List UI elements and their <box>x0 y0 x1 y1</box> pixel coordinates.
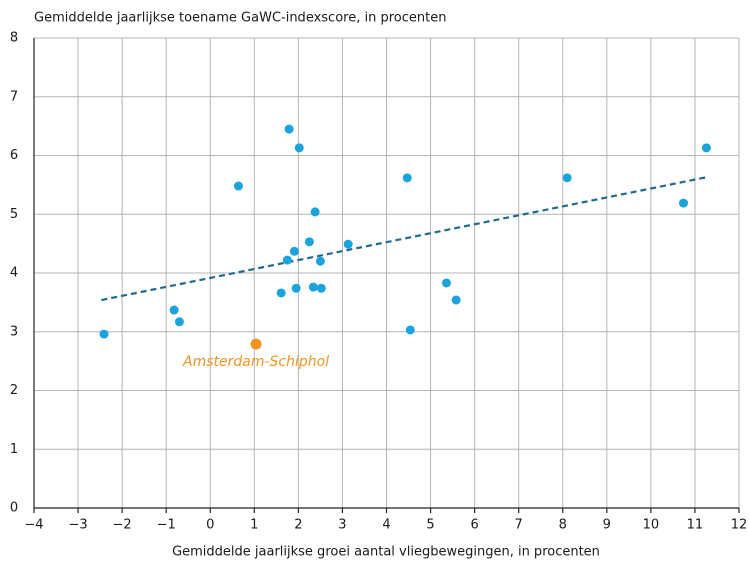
scatter-point <box>405 325 415 335</box>
x-tick-label: 3 <box>338 518 346 533</box>
x-tick-label: 7 <box>515 518 523 533</box>
chart-title: Gemiddelde jaarlijkse toename GaWC-index… <box>34 11 446 26</box>
x-tick-label: −3 <box>68 518 87 533</box>
y-tick-label: 3 <box>10 324 18 339</box>
x-tick-label: 0 <box>206 518 214 533</box>
x-tick-label: 2 <box>294 518 302 533</box>
scatter-point <box>99 329 109 339</box>
y-tick-label: 4 <box>10 266 18 281</box>
x-tick-label: −2 <box>113 518 132 533</box>
x-tick-label: −4 <box>24 518 43 533</box>
scatter-point <box>169 305 179 315</box>
trend-line <box>101 176 707 302</box>
scatter-point <box>310 207 320 217</box>
scatter-point <box>276 288 286 298</box>
y-tick-label: 8 <box>10 31 18 46</box>
x-tick-label: 1 <box>250 518 258 533</box>
y-tick-label: 1 <box>10 442 18 457</box>
point-label: Amsterdam-Schiphol <box>182 354 329 370</box>
x-tick-label: −1 <box>157 518 176 533</box>
x-tick-label: 4 <box>382 518 390 533</box>
x-tick-label: 11 <box>687 518 704 533</box>
scatter-point <box>284 124 294 134</box>
y-tick-label: 0 <box>10 501 18 516</box>
x-axis-label: Gemiddelde jaarlijkse groei aantal vlieg… <box>172 545 600 560</box>
scatter-point <box>308 282 318 292</box>
y-tick-label: 6 <box>10 148 18 163</box>
scatter-point <box>316 283 326 293</box>
x-tick-label: 9 <box>603 518 611 533</box>
scatter-point <box>402 173 412 183</box>
y-tick-label: 2 <box>10 383 18 398</box>
x-tick-label: 12 <box>731 518 748 533</box>
scatter-point <box>315 256 325 266</box>
scatter-point <box>291 283 301 293</box>
scatter-point <box>294 143 304 153</box>
y-tick-label: 7 <box>10 89 18 104</box>
x-tick-label: 8 <box>559 518 567 533</box>
scatter-point <box>701 143 711 153</box>
scatter-point <box>282 255 292 265</box>
y-tick-label: 5 <box>10 207 18 222</box>
scatter-point <box>289 246 299 256</box>
scatter-point <box>174 317 184 327</box>
x-tick-label: 10 <box>643 518 660 533</box>
scatter-point <box>250 338 262 350</box>
scatter-point <box>451 295 461 305</box>
x-tick-label: 5 <box>426 518 434 533</box>
scatter-point <box>343 239 353 249</box>
scatter-point <box>441 278 451 288</box>
scatter-point <box>233 181 243 191</box>
x-tick-label: 6 <box>470 518 478 533</box>
scatter-point <box>304 237 314 247</box>
scatter-point <box>678 198 688 208</box>
scatter-point <box>562 173 572 183</box>
